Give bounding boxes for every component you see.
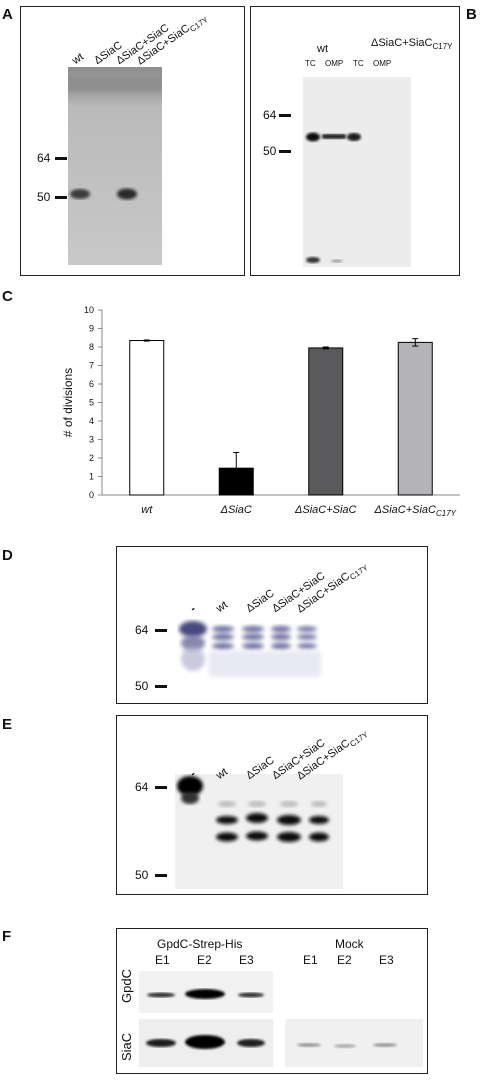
- division-bar-chart: 0 1 2 3 4 5 6 7 8 9 10 # of divisions wt ΔSiaC ΔSiaC+S…: [61, 305, 460, 518]
- bar: [129, 340, 165, 496]
- group-label-text: ΔSiaC+SiaC: [371, 37, 433, 49]
- panel-label-d: D: [2, 547, 13, 564]
- y-tick-label: 2: [89, 453, 94, 463]
- y-tick-label: 7: [89, 361, 94, 371]
- elution-label: E1: [303, 953, 318, 967]
- panel-f-frame: GpdC-Strep-His Mock E1 E2 E3 E1 E2 E3 Gp…: [116, 928, 428, 1074]
- elution-label: E3: [239, 953, 254, 967]
- y-tick-label: 5: [89, 398, 94, 408]
- lane-label-sub: C17Y: [348, 730, 370, 749]
- y-tick-label: 4: [89, 416, 94, 426]
- marker-64: 64: [37, 151, 51, 165]
- sublane-label: TC: [305, 59, 316, 68]
- marker-tick: [155, 874, 167, 877]
- y-tick-label: 10: [84, 305, 94, 315]
- x-tick-label: ΔSiaC+SiaC: [294, 504, 357, 516]
- group-label-wt: wt: [317, 43, 328, 55]
- marker-tick: [279, 114, 291, 117]
- marker-tick: [55, 196, 67, 199]
- panel-label-c: C: [2, 288, 13, 305]
- y-tick-label: 9: [89, 324, 94, 334]
- x-tick-label: wt: [141, 504, 153, 516]
- marker-64: 64: [135, 623, 149, 637]
- marker-50: 50: [135, 868, 149, 882]
- panel-a-gel: [68, 67, 162, 265]
- y-tick-label: 1: [89, 472, 94, 482]
- sublane-label: OMP: [325, 59, 344, 68]
- panel-f-blot-gpdc: [139, 971, 273, 1013]
- panel-f-blot-siac: [139, 1019, 273, 1067]
- bar: [397, 341, 433, 496]
- x-tick-label: ΔSiaC: [220, 504, 252, 516]
- marker-tick: [155, 786, 167, 789]
- y-tick-label: 3: [89, 435, 94, 445]
- elution-label: E2: [197, 953, 212, 967]
- row-label-gpdc: GpdC: [119, 969, 134, 1003]
- elution-label: E1: [155, 953, 170, 967]
- panel-label-f: F: [2, 928, 12, 945]
- y-tick-label: 6: [89, 379, 94, 389]
- panel-label-e: E: [2, 716, 13, 733]
- sublane-label: TC: [353, 59, 364, 68]
- panel-b-blot: [303, 77, 411, 267]
- marker-50: 50: [37, 190, 51, 204]
- panel-d-blot: [177, 609, 327, 689]
- elution-label: E3: [379, 953, 394, 967]
- x-tick-label: ΔSiaC+SiaCC17Y: [373, 504, 456, 518]
- lane-label-sub: C17Y: [188, 15, 210, 34]
- marker-50: 50: [135, 679, 149, 693]
- sublane-label: OMP: [373, 59, 392, 68]
- panel-label-b: B: [466, 6, 477, 23]
- y-tick-label: 8: [89, 342, 94, 352]
- lane-label: wt: [70, 50, 87, 67]
- elution-label: E2: [337, 953, 352, 967]
- marker-50: 50: [263, 144, 277, 158]
- panel-d-frame: 64 50 - wt ΔSiaC ΔSiaC+SiaC ΔSiaC+SiaCC1…: [116, 546, 428, 704]
- y-axis-label: # of divisions: [61, 368, 75, 437]
- lane-label-sub: C17Y: [348, 563, 370, 582]
- marker-tick: [155, 629, 167, 632]
- panel-a-frame: 64 50 wt ΔSiaC ΔSiaC+SiaC ΔSiaC+SiaCC17Y: [20, 6, 245, 276]
- bar: [308, 347, 344, 496]
- marker-64: 64: [263, 108, 277, 122]
- group-label-mock: Mock: [335, 937, 364, 951]
- group-label-mutant: ΔSiaC+SiaCC17Y: [371, 37, 452, 51]
- marker-tick: [279, 150, 291, 153]
- group-label-sub: C17Y: [432, 42, 453, 52]
- panel-label-a: A: [2, 6, 13, 23]
- marker-tick: [55, 157, 67, 160]
- marker-64: 64: [135, 780, 149, 794]
- panel-e-blot: [175, 774, 343, 889]
- marker-tick: [155, 685, 167, 688]
- group-label-gpdc: GpdC-Strep-His: [157, 937, 243, 951]
- row-label-siac: SiaC: [119, 1032, 134, 1061]
- panel-f-blot-mock: [285, 1019, 423, 1067]
- panel-e-frame: 64 50 - wt ΔSiaC ΔSiaC+SiaC ΔSiaC+SiaCC1…: [116, 715, 428, 895]
- y-tick-label: 0: [89, 490, 94, 500]
- panel-b-frame: 64 50 wt ΔSiaC+SiaCC17Y TC OMP TC OMP: [250, 6, 460, 276]
- x-tick-label-sub: C17Y: [436, 509, 457, 518]
